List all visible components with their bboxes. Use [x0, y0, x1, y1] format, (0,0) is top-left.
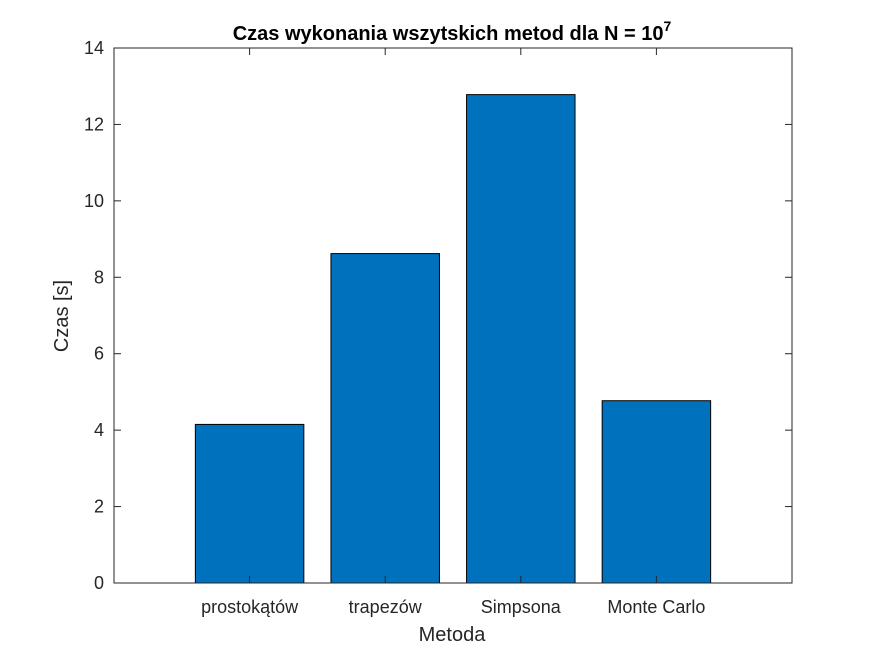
bar-1 — [330, 253, 440, 584]
bar-0 — [194, 423, 305, 584]
bar-2 — [466, 94, 576, 584]
plot-area: prostokątów trapezów Simpsona Monte Carlo 0 2… — [84, 38, 793, 617]
x-tick-label-2: Simpsona — [481, 597, 562, 617]
x-tick-label-1: trapezów — [349, 597, 423, 617]
x-axis-label: Metoda — [419, 624, 487, 646]
y-tick-label-2: 4 — [94, 420, 104, 440]
y-tick-label-4: 8 — [94, 267, 104, 287]
y-tick-label-3: 6 — [94, 344, 104, 364]
y-tick-label-0: 0 — [94, 573, 104, 593]
y-tick-label-6: 12 — [84, 114, 104, 134]
bar-3 — [601, 400, 712, 584]
chart-title-exponent: 7 — [663, 18, 671, 34]
y-axis-label: Czas [s] — [51, 280, 73, 352]
axes-box — [113, 47, 793, 584]
x-tick-label-3: Monte Carlo — [607, 597, 705, 617]
y-tick-label-1: 2 — [94, 497, 104, 517]
y-tick-label-5: 10 — [84, 191, 104, 211]
chart-title-text: Czas wykonania wszytskich metod dla N = … — [233, 23, 664, 45]
x-tick-label-0: prostokątów — [201, 597, 299, 617]
y-tick-label-7: 14 — [84, 38, 104, 58]
chart-title: Czas wykonania wszytskich metod dla N = … — [233, 18, 672, 45]
